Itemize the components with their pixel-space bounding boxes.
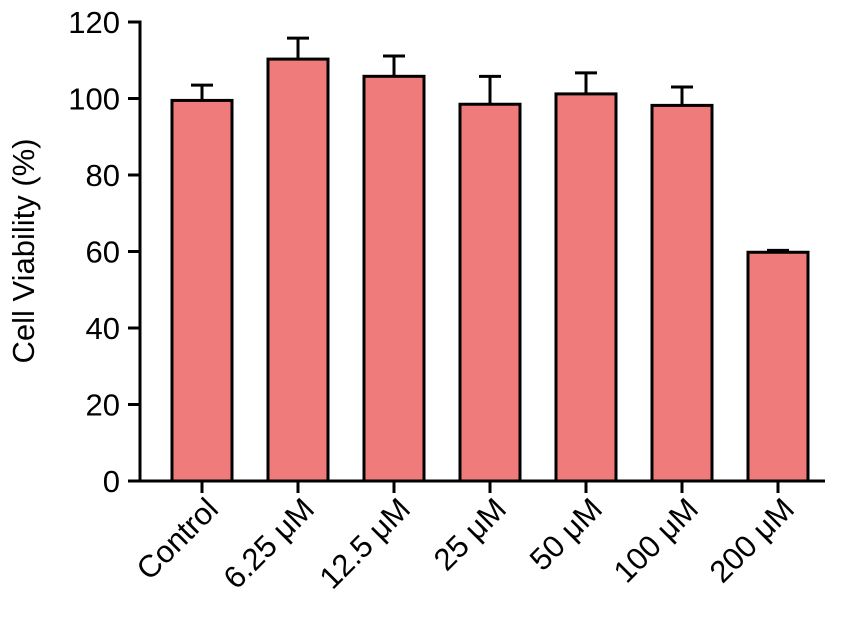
bar	[650, 103, 714, 483]
bar	[266, 57, 330, 483]
bar	[458, 102, 522, 483]
y-tick-label: 60	[86, 235, 120, 270]
y-tick-label: 40	[86, 311, 120, 346]
bar	[746, 250, 810, 483]
bar	[554, 92, 618, 483]
x-tick-label: 100 μM	[607, 491, 705, 589]
y-tick-label: 120	[68, 5, 120, 40]
y-axis-label: Cell Viability (%)	[6, 138, 41, 363]
x-tick-label: Control	[130, 491, 225, 586]
x-tick-label: 25 μM	[427, 491, 513, 577]
x-tick-label: 6.25 μM	[217, 491, 321, 595]
y-ticks-group: 0 20 40 60 80 100 120	[68, 5, 140, 499]
bars-group	[170, 57, 810, 483]
bar	[170, 98, 234, 483]
y-tick-label: 80	[86, 158, 120, 193]
x-tick-label: 200 μM	[703, 491, 801, 589]
y-tick-label: 20	[86, 388, 120, 423]
bar	[362, 74, 426, 483]
x-tick-label: 12.5 μM	[313, 491, 417, 595]
y-tick-label: 0	[103, 464, 120, 499]
y-tick-label: 100	[68, 82, 120, 117]
error-bars-group	[191, 36, 789, 253]
x-tick-label: 50 μM	[523, 491, 609, 577]
